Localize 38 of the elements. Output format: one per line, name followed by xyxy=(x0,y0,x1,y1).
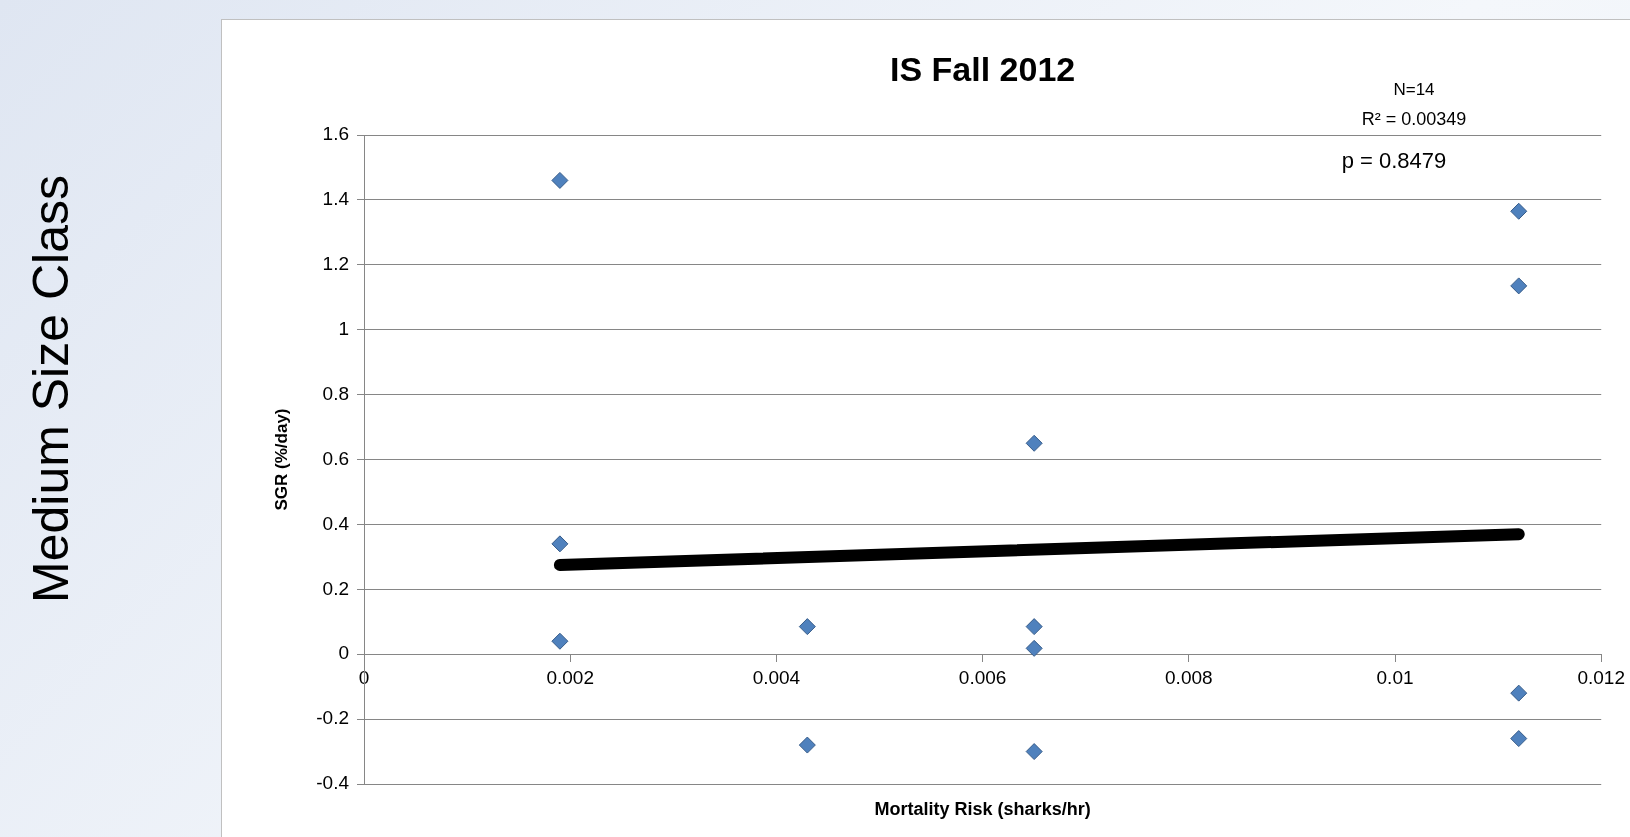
x-tick-label: 0.012 xyxy=(1577,666,1625,688)
x-tick-label: 0.01 xyxy=(1376,666,1414,688)
y-tick-label: -0.4 xyxy=(316,772,350,794)
x-tick-label: 0.008 xyxy=(1165,666,1213,688)
chart-title: IS Fall 2012 xyxy=(890,50,1076,89)
point xyxy=(551,535,569,553)
point xyxy=(551,171,569,189)
x-axis-title: Mortality Risk (sharks/hr) xyxy=(874,798,1091,819)
annotation: p = 0.8479 xyxy=(1341,148,1447,174)
x-tick-label: 0.006 xyxy=(958,666,1007,688)
point xyxy=(798,736,816,754)
y-tick-label: 0.4 xyxy=(322,512,350,534)
point xyxy=(798,618,816,636)
point xyxy=(1025,743,1043,761)
y-tick-label: 0 xyxy=(338,642,349,664)
point xyxy=(551,632,569,650)
y-tick-label: 1 xyxy=(338,317,349,339)
point xyxy=(1510,684,1528,702)
y-tick-label: 0.6 xyxy=(322,447,349,469)
y-axis-title: SGR (%/day) xyxy=(271,408,291,511)
text: R² = 0.00349 xyxy=(1361,108,1467,129)
point xyxy=(1025,639,1043,657)
y-tick-label: 1.4 xyxy=(322,188,350,210)
y-tick-label: 0.8 xyxy=(322,382,349,404)
y-tick-label: -0.2 xyxy=(316,707,349,729)
point xyxy=(1025,434,1043,452)
y-tick-label: 1.2 xyxy=(322,253,349,275)
y-tick-label: 0.2 xyxy=(322,577,349,599)
point xyxy=(1025,618,1043,636)
x-tick-label: 0 xyxy=(358,666,370,688)
point xyxy=(1510,202,1528,220)
y-tick-label: 1.6 xyxy=(322,123,349,145)
x-tick-label: 0.002 xyxy=(546,666,594,688)
x-tick-label: 0.004 xyxy=(752,666,801,688)
text: N=14 xyxy=(1393,79,1435,99)
point xyxy=(1510,730,1528,748)
text: Medium Size Class xyxy=(22,175,80,603)
point xyxy=(1510,277,1528,295)
